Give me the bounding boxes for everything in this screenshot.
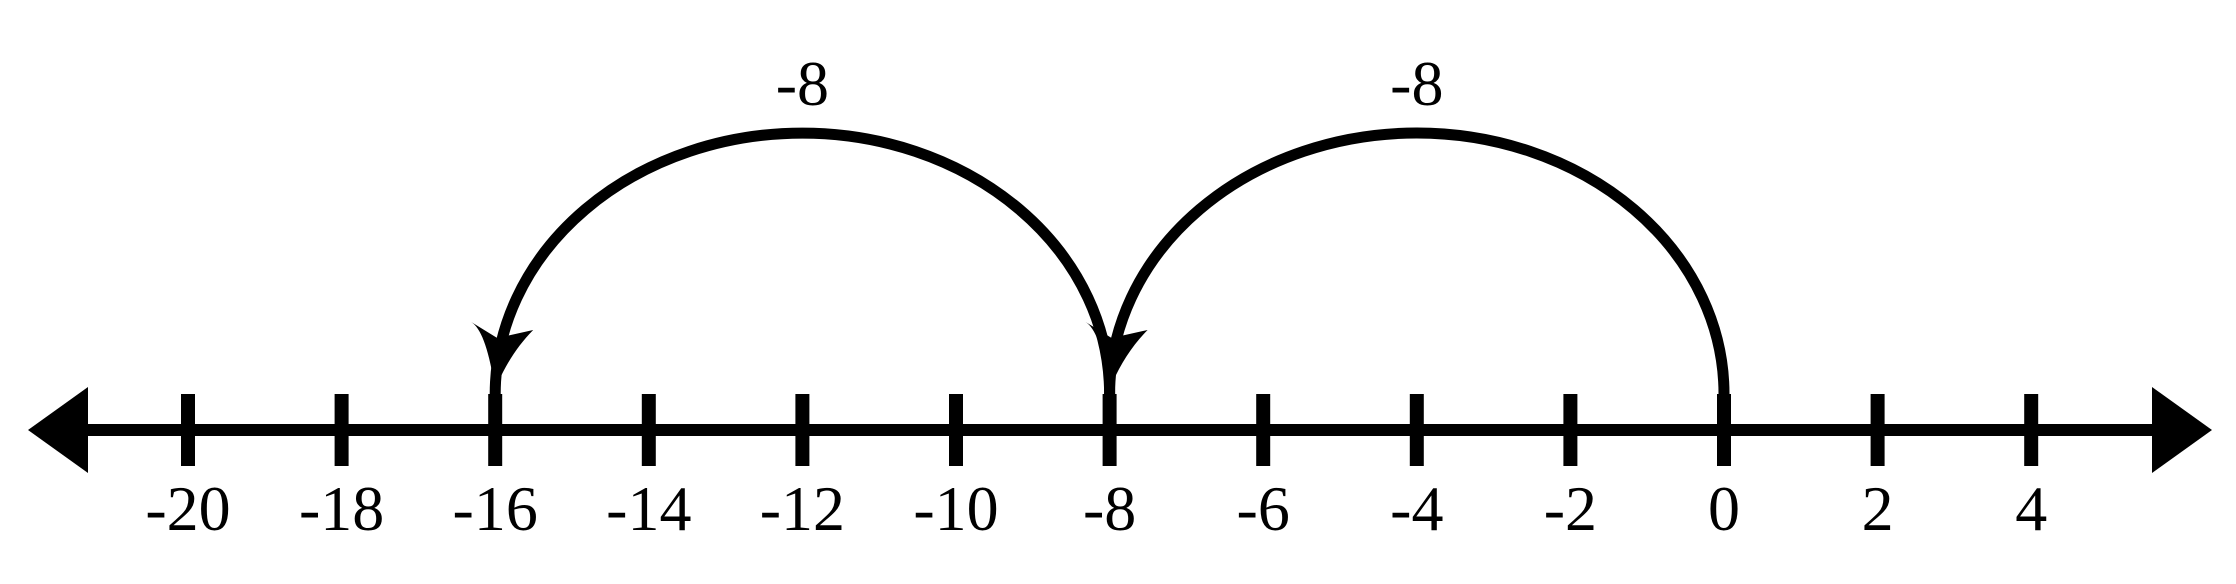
number-line bbox=[28, 387, 2212, 473]
jump-label: -8 bbox=[776, 48, 829, 119]
left-arrowhead-icon bbox=[28, 387, 88, 473]
tick-label: -14 bbox=[606, 473, 691, 544]
jump-arc bbox=[489, 127, 1116, 395]
tick-label: 4 bbox=[2015, 473, 2047, 544]
tick-label: -2 bbox=[1544, 473, 1597, 544]
tick-label: -6 bbox=[1237, 473, 1290, 544]
jump-arcs: -8 -8 bbox=[471, 48, 1730, 395]
tick-label: -16 bbox=[453, 473, 538, 544]
tick-label: -12 bbox=[760, 473, 845, 544]
jump-arc bbox=[1104, 127, 1730, 395]
tick-label: 0 bbox=[1708, 473, 1740, 544]
tick-marks bbox=[181, 394, 2039, 466]
tick-label: -20 bbox=[145, 473, 230, 544]
tick-label: 2 bbox=[1862, 473, 1894, 544]
right-arrowhead-icon bbox=[2152, 387, 2212, 473]
tick-labels: -20 -18 -16 -14 -12 -10 -8 -6 -4 -2 0 2 4 bbox=[145, 473, 2047, 544]
tick-label: -4 bbox=[1390, 473, 1443, 544]
tick-label: -8 bbox=[1083, 473, 1136, 544]
tick-label: -18 bbox=[299, 473, 384, 544]
jump-label: -8 bbox=[1390, 48, 1443, 119]
tick-label: -10 bbox=[913, 473, 998, 544]
jump-arrowhead-icon bbox=[471, 322, 534, 390]
